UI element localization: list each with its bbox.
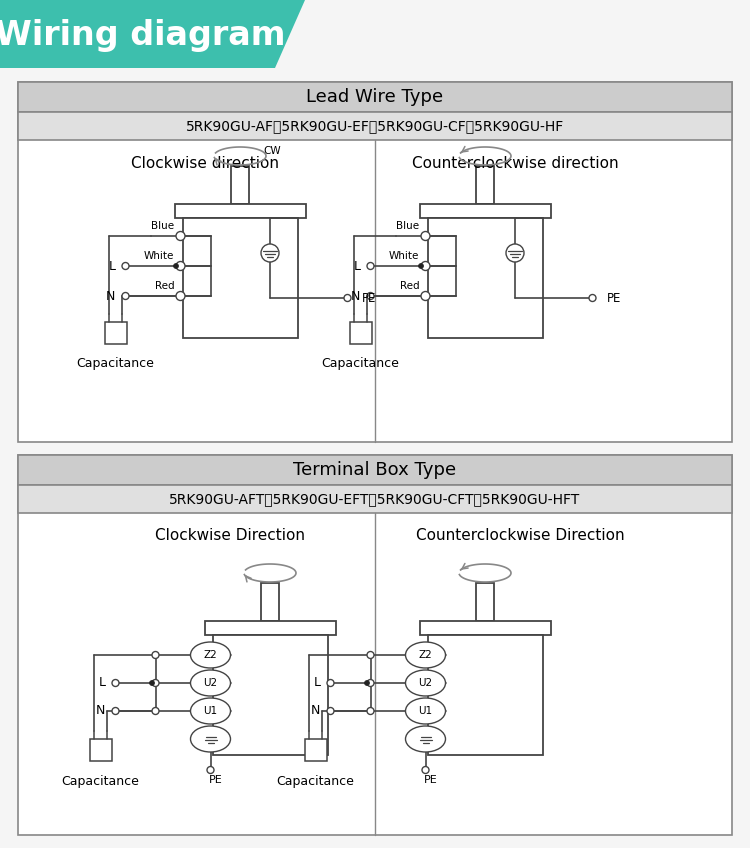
Circle shape (112, 679, 119, 687)
Bar (205, 621, 335, 635)
Ellipse shape (190, 698, 230, 724)
Bar (427, 635, 542, 755)
Text: Z2: Z2 (419, 650, 432, 660)
Circle shape (261, 244, 279, 262)
Text: L: L (314, 677, 320, 689)
Text: Counterclockwise direction: Counterclockwise direction (412, 157, 618, 171)
Text: Clockwise direction: Clockwise direction (131, 157, 279, 171)
Circle shape (589, 294, 596, 302)
Bar (18, 82, 732, 112)
Bar (231, 166, 249, 204)
Text: Terminal Box Type: Terminal Box Type (293, 461, 457, 479)
Text: Red: Red (400, 281, 419, 291)
Text: 5RK90GU-AF、5RK90GU-EF、5RK90GU-CF、5RK90GU-HF: 5RK90GU-AF、5RK90GU-EF、5RK90GU-CF、5RK90GU… (186, 119, 564, 133)
Text: U1: U1 (203, 706, 217, 716)
Text: Counterclockwise Direction: Counterclockwise Direction (416, 527, 624, 543)
Circle shape (122, 263, 129, 270)
Text: CW: CW (263, 146, 280, 156)
Circle shape (422, 767, 429, 773)
Bar (476, 583, 494, 621)
Circle shape (152, 651, 159, 659)
Bar (304, 739, 326, 761)
Bar (89, 739, 112, 761)
Circle shape (367, 651, 374, 659)
Text: 5RK90GU-AFT、5RK90GU-EFT、5RK90GU-CFT、5RK90GU-HFT: 5RK90GU-AFT、5RK90GU-EFT、5RK90GU-CFT、5RK9… (170, 492, 580, 506)
Text: N: N (351, 289, 361, 303)
Circle shape (367, 707, 374, 715)
Circle shape (364, 680, 370, 685)
Bar (18, 455, 732, 835)
Circle shape (421, 261, 430, 271)
Text: PE: PE (362, 292, 376, 304)
Text: N: N (96, 705, 106, 717)
Circle shape (327, 679, 334, 687)
Bar (18, 455, 732, 485)
Ellipse shape (406, 670, 445, 696)
Text: White: White (144, 251, 175, 261)
Text: Capacitance: Capacitance (322, 356, 400, 370)
Polygon shape (0, 0, 305, 68)
Text: PE: PE (424, 775, 437, 785)
Text: Capacitance: Capacitance (76, 356, 154, 370)
Ellipse shape (190, 726, 230, 752)
Ellipse shape (406, 642, 445, 668)
Text: Clockwise Direction: Clockwise Direction (155, 527, 305, 543)
Circle shape (122, 293, 129, 299)
Bar (427, 218, 542, 338)
Circle shape (173, 264, 178, 269)
Text: N: N (311, 705, 320, 717)
Bar (18, 112, 732, 140)
Bar (18, 82, 732, 442)
Text: PE: PE (209, 775, 222, 785)
Circle shape (152, 679, 159, 687)
Text: U1: U1 (419, 706, 433, 716)
Circle shape (176, 232, 185, 241)
Text: White: White (389, 251, 419, 261)
Circle shape (149, 680, 154, 685)
Bar (476, 166, 494, 204)
Bar (350, 322, 371, 344)
Text: U2: U2 (419, 678, 433, 688)
Ellipse shape (190, 670, 230, 696)
Circle shape (367, 679, 374, 687)
Text: N: N (106, 289, 116, 303)
Text: Blue: Blue (152, 221, 175, 231)
Text: Capacitance: Capacitance (277, 776, 355, 789)
Bar (175, 204, 305, 218)
Bar (212, 635, 328, 755)
Text: L: L (98, 677, 106, 689)
Text: Lead Wire Type: Lead Wire Type (307, 88, 443, 106)
Text: Blue: Blue (396, 221, 419, 231)
Bar (104, 322, 127, 344)
Circle shape (152, 707, 159, 715)
Circle shape (344, 294, 351, 302)
Circle shape (419, 264, 424, 269)
Text: L: L (353, 259, 361, 272)
Bar (18, 485, 732, 513)
Circle shape (112, 707, 119, 715)
Circle shape (367, 263, 374, 270)
Bar (182, 218, 298, 338)
Bar (419, 204, 550, 218)
Circle shape (207, 767, 214, 773)
Ellipse shape (406, 698, 445, 724)
Circle shape (506, 244, 524, 262)
Circle shape (176, 261, 185, 271)
Circle shape (421, 232, 430, 241)
Circle shape (421, 292, 430, 300)
Circle shape (327, 707, 334, 715)
Bar (419, 621, 550, 635)
Text: Capacitance: Capacitance (62, 776, 140, 789)
Text: PE: PE (607, 292, 621, 304)
Text: L: L (109, 259, 115, 272)
Text: Red: Red (154, 281, 175, 291)
Text: Wiring diagram: Wiring diagram (0, 20, 285, 53)
Bar (261, 583, 279, 621)
Ellipse shape (406, 726, 445, 752)
Text: Z2: Z2 (203, 650, 217, 660)
Circle shape (367, 293, 374, 299)
Text: U2: U2 (203, 678, 217, 688)
Circle shape (176, 292, 185, 300)
Ellipse shape (190, 642, 230, 668)
